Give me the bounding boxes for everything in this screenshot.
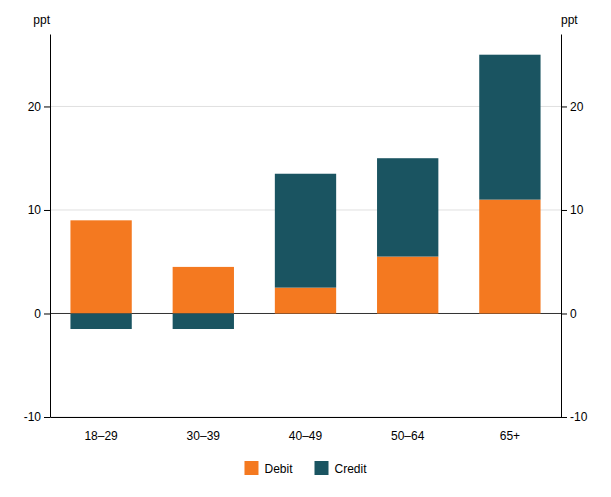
y2-axis: -10 0 10 20 xyxy=(561,35,588,425)
y2-tick: -10 xyxy=(561,410,588,424)
legend-item: Debit xyxy=(244,461,293,476)
bar xyxy=(377,158,438,256)
y-tick: 20 xyxy=(28,100,50,114)
y-axis-label: ppt xyxy=(33,13,50,27)
axis-line xyxy=(50,35,51,418)
y-tick-label: 0 xyxy=(34,307,41,321)
x-tick: 18–29 xyxy=(84,429,118,443)
x-tick: 50–64 xyxy=(391,429,425,443)
axis-line xyxy=(51,417,562,418)
legend-swatch xyxy=(315,461,329,475)
tick-mark xyxy=(561,417,567,418)
legend-label: Credit xyxy=(335,462,368,476)
tick-mark xyxy=(44,417,50,418)
y2-tick-label: 20 xyxy=(570,100,584,114)
tick-mark xyxy=(44,106,50,107)
bar xyxy=(275,174,336,288)
y2-axis-label: ppt xyxy=(561,13,578,27)
bar xyxy=(173,267,234,314)
x-axis: 18–29 30–39 40–49 50–64 65+ xyxy=(51,418,562,444)
y-axis: -10 0 10 20 xyxy=(24,35,51,425)
bar xyxy=(479,200,540,314)
y2-tick: 20 xyxy=(561,100,584,114)
x-tick-label: 50–64 xyxy=(391,429,425,443)
legend-item: Credit xyxy=(315,461,368,476)
bar xyxy=(377,257,438,314)
y-tick-label: 10 xyxy=(28,203,42,217)
y2-tick: 0 xyxy=(561,307,577,321)
tick-mark xyxy=(44,210,50,211)
legend: Debit Credit xyxy=(244,461,367,476)
legend-swatch xyxy=(244,461,258,475)
y-tick: -10 xyxy=(24,410,50,424)
x-tick: 65+ xyxy=(500,429,520,443)
x-tick-label: 18–29 xyxy=(84,429,118,443)
tick-mark xyxy=(561,106,567,107)
tick-mark xyxy=(561,313,567,314)
y-tick: 0 xyxy=(34,307,50,321)
tick-mark xyxy=(44,313,50,314)
x-tick: 30–39 xyxy=(187,429,221,443)
bar xyxy=(70,220,131,313)
x-tick-label: 40–49 xyxy=(289,429,323,443)
y2-tick-label: 0 xyxy=(570,307,577,321)
series xyxy=(70,55,540,329)
axis-line xyxy=(561,35,562,418)
y-tick-label: 20 xyxy=(28,100,42,114)
y-tick-label: -10 xyxy=(24,410,42,424)
legend-label: Debit xyxy=(264,462,293,476)
y2-tick-label: -10 xyxy=(570,410,588,424)
y-tick: 10 xyxy=(28,203,50,217)
bar xyxy=(479,55,540,200)
bars xyxy=(70,55,540,329)
x-tick: 40–49 xyxy=(289,429,323,443)
bar xyxy=(70,313,131,329)
x-tick-label: 30–39 xyxy=(187,429,221,443)
y2-tick-label: 10 xyxy=(570,203,584,217)
chart: 18–29 30–39 40–49 50–64 65+ -10 0 10 20 -10 0 10 20 p… xyxy=(0,0,611,497)
tick-mark xyxy=(561,210,567,211)
y2-tick: 10 xyxy=(561,203,584,217)
grid-line xyxy=(50,417,561,418)
x-tick-label: 65+ xyxy=(500,429,520,443)
bar xyxy=(275,288,336,314)
bar xyxy=(173,313,234,329)
